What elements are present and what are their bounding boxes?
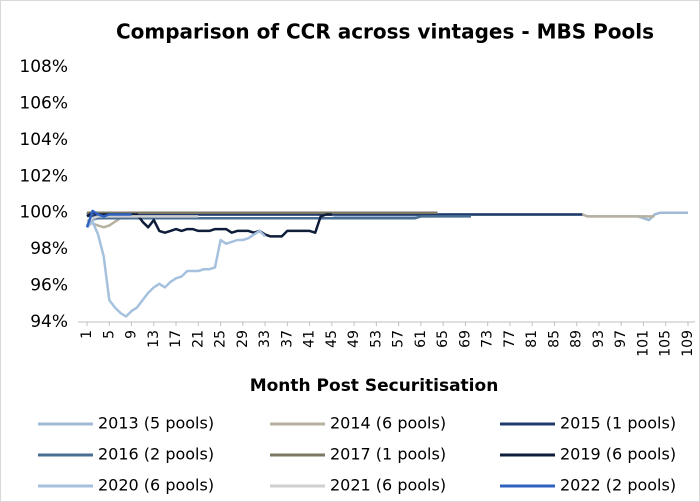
x-tick-label: 13 bbox=[146, 330, 162, 348]
x-tick-label: 41 bbox=[302, 330, 318, 348]
x-tick-label: 49 bbox=[346, 330, 362, 348]
y-tick-label: 102% bbox=[19, 166, 68, 186]
x-axis-title: Month Post Securitisation bbox=[250, 376, 499, 396]
chart-title: Comparison of CCR across vintages - MBS … bbox=[116, 20, 654, 44]
x-tick-label: 85 bbox=[546, 330, 562, 348]
series-line bbox=[86, 211, 583, 218]
x-tick-label: 25 bbox=[213, 330, 229, 348]
series-line bbox=[85, 209, 132, 228]
x-tick-label: 65 bbox=[435, 330, 451, 348]
series-line bbox=[86, 220, 266, 318]
x-tick-label: 61 bbox=[413, 330, 429, 348]
x-tick-label: 9 bbox=[124, 330, 140, 339]
y-tick-label: 104% bbox=[19, 130, 68, 150]
y-tick-label: 96% bbox=[30, 276, 68, 296]
x-tick-label: 17 bbox=[168, 330, 184, 348]
x-tick-label: 57 bbox=[391, 330, 407, 348]
legend-label: 2015 (1 pools) bbox=[560, 414, 676, 433]
x-tick-label: 37 bbox=[279, 330, 295, 348]
legend-label: 2020 (6 pools) bbox=[98, 476, 214, 495]
y-tick-label: 100% bbox=[19, 203, 68, 223]
x-tick-label: 105 bbox=[658, 330, 674, 357]
x-tick-label: 77 bbox=[502, 330, 518, 348]
x-tick-label: 53 bbox=[368, 330, 384, 348]
x-tick-label: 81 bbox=[524, 330, 540, 348]
x-tick-label: 109 bbox=[680, 330, 696, 357]
y-tick-label: 106% bbox=[19, 93, 68, 113]
x-tick-label: 89 bbox=[569, 330, 585, 348]
x-tick-label: 73 bbox=[480, 330, 496, 348]
legend-label: 2022 (2 pools) bbox=[560, 476, 676, 495]
legend-label: 2017 (1 pools) bbox=[330, 445, 446, 464]
legend-label: 2016 (2 pools) bbox=[98, 445, 214, 464]
y-tick-label: 98% bbox=[30, 239, 68, 259]
legend-label: 2013 (5 pools) bbox=[98, 414, 214, 433]
x-tick-label: 1 bbox=[79, 330, 95, 339]
x-tick-label: 69 bbox=[457, 330, 473, 348]
x-tick-label: 45 bbox=[324, 330, 340, 348]
legend-label: 2019 (6 pools) bbox=[560, 445, 676, 464]
legend-label: 2014 (6 pools) bbox=[330, 414, 446, 433]
y-tick-label: 94% bbox=[30, 312, 68, 332]
series-line bbox=[86, 213, 471, 220]
x-tick-label: 33 bbox=[257, 330, 273, 348]
y-tick-label: 108% bbox=[19, 57, 68, 77]
x-tick-label: 5 bbox=[101, 330, 117, 339]
legend-label: 2021 (6 pools) bbox=[330, 476, 446, 495]
x-tick-label: 21 bbox=[190, 330, 206, 348]
x-tick-label: 29 bbox=[235, 330, 251, 348]
x-tick-label: 101 bbox=[635, 330, 651, 357]
x-tick-label: 97 bbox=[613, 330, 629, 348]
x-tick-label: 93 bbox=[591, 330, 607, 348]
